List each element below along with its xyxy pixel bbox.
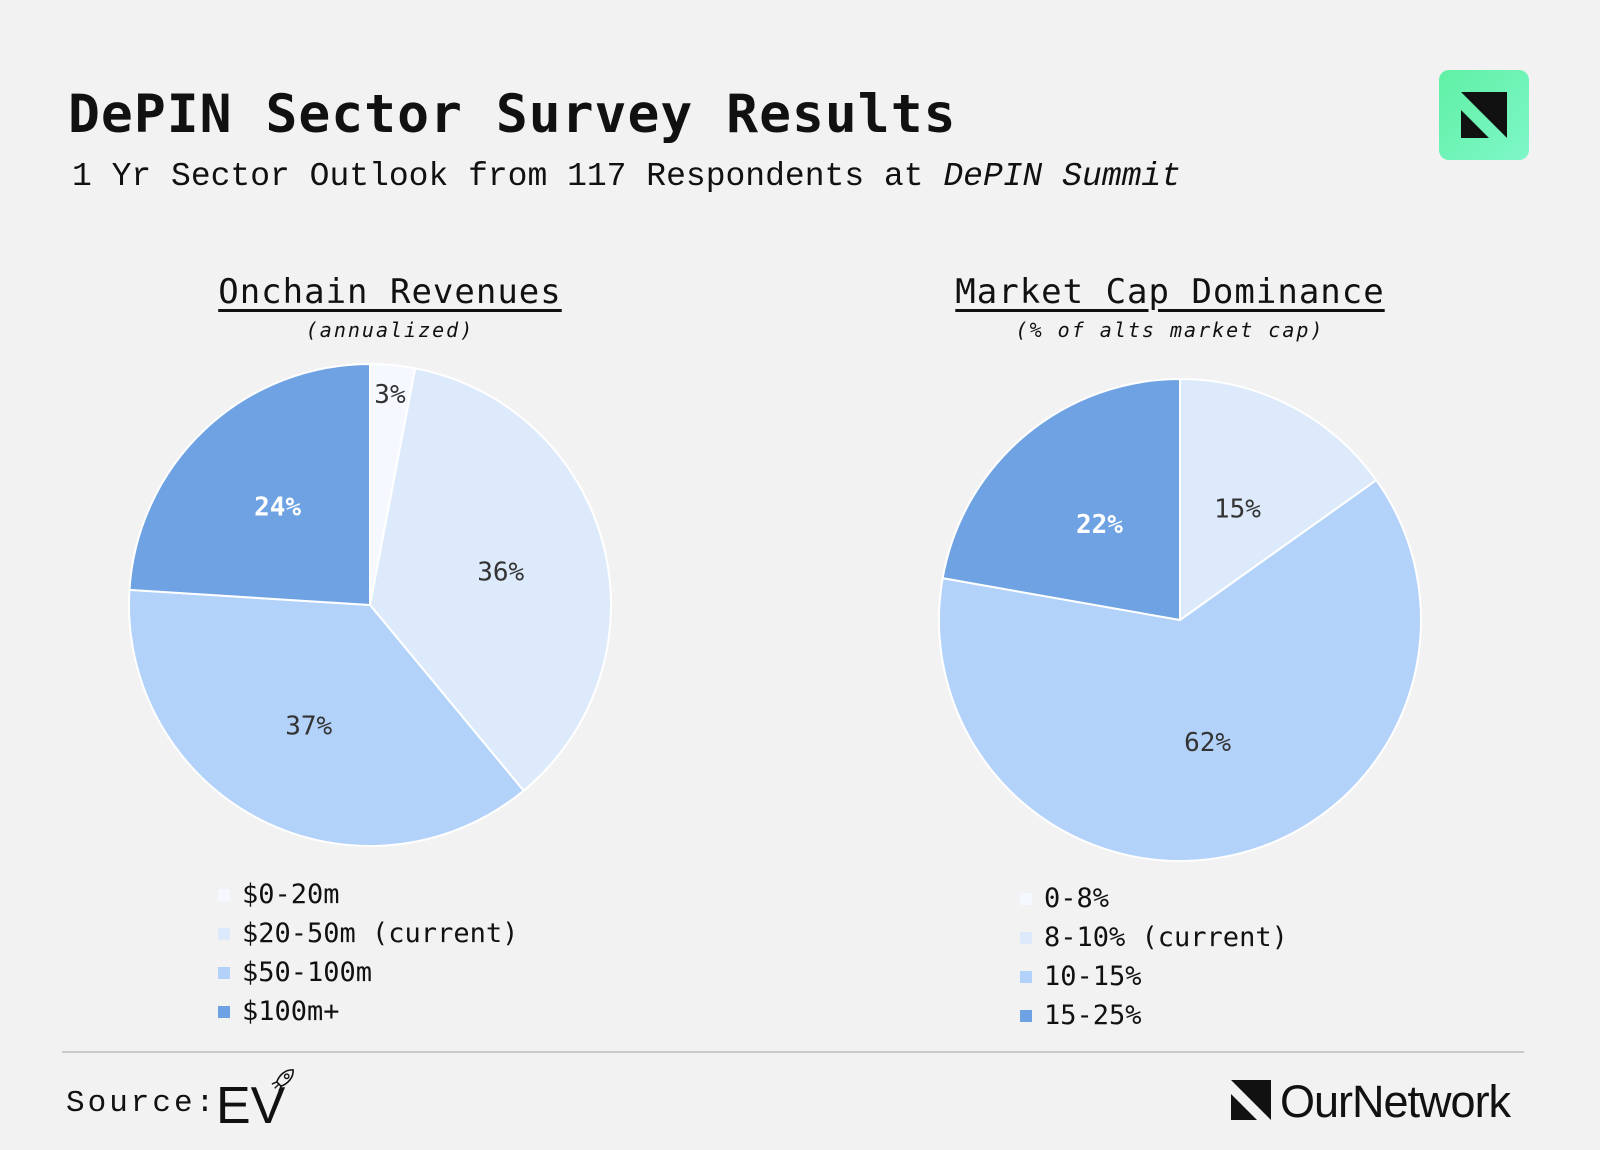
legend-swatch xyxy=(218,927,230,940)
legend-item: 15-25% xyxy=(1020,996,1288,1035)
ournetwork-wordmark: OurNetwork xyxy=(1280,1076,1511,1127)
chart-subtitle-market-cap-dominance: (% of alts market cap) xyxy=(1015,318,1325,342)
ev-logo-text: EV xyxy=(216,1077,286,1129)
legend-swatch xyxy=(218,1005,230,1018)
legend-label: $0-20m xyxy=(242,879,340,910)
pie-slice-1 xyxy=(1179,377,1378,622)
legend-item: $0-20m xyxy=(218,875,518,914)
legend-label: $100m+ xyxy=(242,996,340,1027)
pie-label-2: 62% xyxy=(1184,728,1231,758)
rocket-icon xyxy=(271,1069,294,1092)
onchain-revenues-legend: $0-20m $20-50m (current) $50-100m $100m+ xyxy=(218,875,518,1031)
legend-item: $50-100m xyxy=(218,953,518,992)
legend-swatch xyxy=(1020,1009,1032,1022)
subtitle-text: 1 Yr Sector Outlook from 117 Respondents… xyxy=(72,158,944,195)
ournetwork-footer-mark-icon xyxy=(1231,1080,1271,1120)
page-subtitle: 1 Yr Sector Outlook from 117 Respondents… xyxy=(72,158,1181,195)
legend-item: $20-50m (current) xyxy=(218,914,518,953)
legend-label: 8-10% (current) xyxy=(1044,922,1288,953)
market-cap-dominance-pie: 15% 62% 22% xyxy=(938,377,1422,862)
legend-swatch xyxy=(1020,892,1032,905)
legend-swatch xyxy=(1020,970,1032,983)
legend-label: 0-8% xyxy=(1044,883,1110,914)
legend-label: 15-25% xyxy=(1044,1000,1142,1031)
pie-label-1: 15% xyxy=(1214,495,1261,525)
onchain-revenues-pie: 3% 36% 37% 24% xyxy=(128,362,612,847)
pie-slice-2 xyxy=(128,588,526,847)
subtitle-event-name: DePIN Summit xyxy=(943,158,1181,195)
pie-label-1: 36% xyxy=(477,557,524,587)
pie-slice-1 xyxy=(368,367,612,793)
source-label: Source: xyxy=(66,1086,218,1121)
pie-label-0: 3% xyxy=(374,380,406,410)
pie-slice-3 xyxy=(128,362,371,607)
legend-swatch xyxy=(1020,931,1032,944)
pie-label-3: 22% xyxy=(1076,510,1123,540)
footer-divider xyxy=(62,1051,1524,1053)
chart-title-onchain-revenues: Onchain Revenues xyxy=(218,272,562,312)
legend-label: $20-50m (current) xyxy=(242,918,519,949)
legend-swatch xyxy=(218,966,230,979)
ournetwork-mark-icon xyxy=(1461,92,1507,138)
ournetwork-badge-logo xyxy=(1439,70,1529,160)
chart-subtitle-onchain-revenues: (annualized) xyxy=(305,318,475,342)
legend-item: 10-15% xyxy=(1020,957,1288,996)
legend-swatch xyxy=(218,888,230,901)
legend-item: 0-8% xyxy=(1020,879,1288,918)
ev-source-logo: EV xyxy=(216,1069,294,1129)
pie-label-3: 24% xyxy=(254,493,301,523)
market-cap-dominance-legend: 0-8% 8-10% (current) 10-15% 15-25% xyxy=(1020,879,1288,1035)
page-title: DePIN Sector Survey Results xyxy=(68,84,957,145)
legend-label: $50-100m xyxy=(242,957,373,988)
chart-title-market-cap-dominance: Market Cap Dominance xyxy=(955,272,1385,312)
pie-slice-3 xyxy=(941,377,1181,622)
legend-item: $100m+ xyxy=(218,992,518,1031)
pie-slice-2 xyxy=(938,478,1422,862)
pie-label-2: 37% xyxy=(285,711,332,741)
legend-label: 10-15% xyxy=(1044,961,1142,992)
legend-item: 8-10% (current) xyxy=(1020,918,1288,957)
